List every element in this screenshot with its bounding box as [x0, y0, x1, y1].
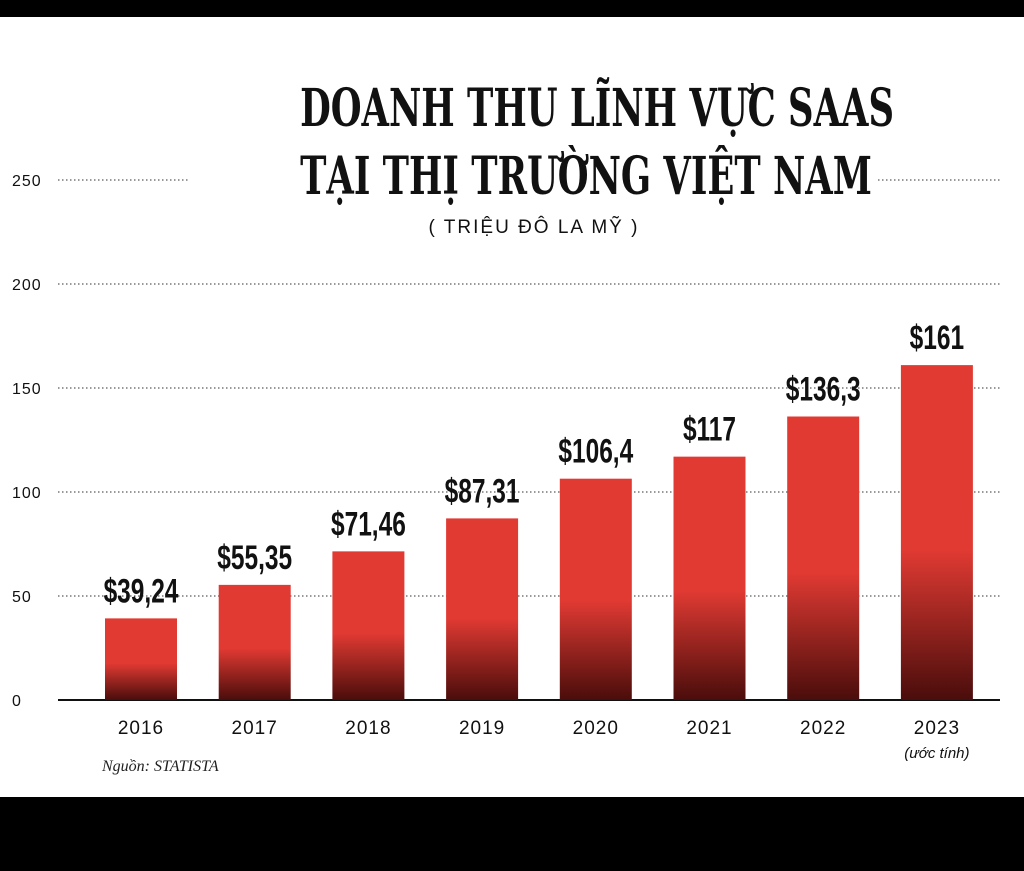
x-tick-label: 2016: [118, 718, 164, 739]
chart-subtitle: ( TRIỆU ĐÔ LA MỸ ): [428, 217, 640, 238]
x-tick-note: (ước tính): [904, 745, 969, 762]
x-tick-label: 2019: [459, 718, 505, 739]
chart-title-line-1: DOANH THU LĨNH VỰC SAAS: [300, 78, 895, 139]
x-tick-label: 2018: [345, 718, 391, 739]
bar: [332, 551, 405, 700]
data-label: $117: [683, 411, 736, 449]
bar: [105, 618, 177, 700]
data-label: $106,4: [558, 433, 633, 471]
data-label: $71,46: [331, 506, 406, 544]
x-tick-label: 2021: [686, 718, 732, 739]
chart-title-line-2: TẠI THỊ TRƯỜNG VIỆT NAM: [300, 146, 872, 207]
y-tick-label: 250: [12, 173, 42, 190]
bar: [787, 416, 860, 700]
data-label: $39,24: [104, 573, 179, 611]
x-tick-label: 2017: [232, 718, 278, 739]
y-tick-label: 100: [12, 485, 42, 502]
x-tick-label: 2022: [800, 718, 846, 739]
bar: [218, 584, 291, 700]
y-tick-label: 200: [12, 277, 42, 294]
bar: [446, 518, 519, 700]
bar: [900, 365, 973, 700]
x-tick-label: 2023: [914, 718, 960, 739]
data-label: $87,31: [445, 473, 520, 511]
data-label: $136,3: [786, 371, 861, 409]
y-tick-label: 50: [12, 589, 32, 606]
y-tick-label: 0: [12, 693, 22, 710]
title-block: DOANH THU LĨNH VỰC SAAS TẠI THỊ TRƯỜNG V…: [190, 65, 895, 243]
source-note: Nguồn: STATISTA: [102, 758, 219, 775]
x-tick-label: 2020: [573, 718, 619, 739]
data-label: $161: [910, 319, 964, 357]
chart-panel: 0 50 100 150 200 250 $39,24 2016 $55,35 2017 $71,4…: [0, 17, 1024, 797]
bar-chart: 0 50 100 150 200 250 $39,24 2016 $55,35 2017 $71,4…: [12, 173, 1000, 762]
bar: [673, 456, 746, 700]
data-label: $55,35: [217, 539, 292, 577]
y-tick-label: 150: [12, 381, 42, 398]
bar: [559, 478, 632, 700]
